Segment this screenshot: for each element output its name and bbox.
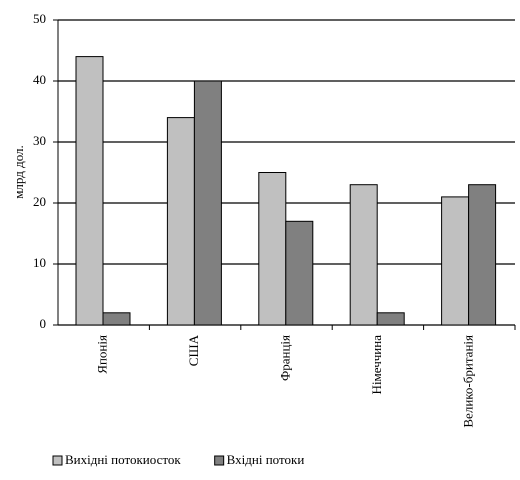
y-tick-label: 40 xyxy=(33,72,46,87)
bar xyxy=(258,172,287,326)
legend-swatch xyxy=(52,455,63,466)
bar xyxy=(166,117,195,326)
y-tick-label: 30 xyxy=(33,133,46,148)
legend-label: Вихідні потокиосток xyxy=(65,452,181,467)
y-tick-label: 0 xyxy=(40,316,47,331)
y-tick-label: 20 xyxy=(33,194,46,209)
bar xyxy=(285,220,314,326)
bar xyxy=(376,312,405,326)
bar xyxy=(193,80,222,326)
bar xyxy=(441,196,470,326)
y-tick-label: 50 xyxy=(33,11,46,26)
bar xyxy=(349,184,378,326)
bar xyxy=(75,56,104,326)
y-axis-label: млрд дол. xyxy=(11,145,26,199)
x-tick-label: Франція xyxy=(277,335,292,381)
x-tick-label: Японія xyxy=(95,335,110,374)
x-tick-label: Велико-британія xyxy=(460,335,475,428)
legend-label: Вхідні потоки xyxy=(227,452,305,467)
bar xyxy=(468,184,497,326)
legend-swatch xyxy=(214,455,225,466)
x-tick-label: Німеччина xyxy=(369,335,384,395)
bar xyxy=(102,312,131,326)
x-tick-label: США xyxy=(186,334,201,366)
y-tick-label: 10 xyxy=(33,255,46,270)
